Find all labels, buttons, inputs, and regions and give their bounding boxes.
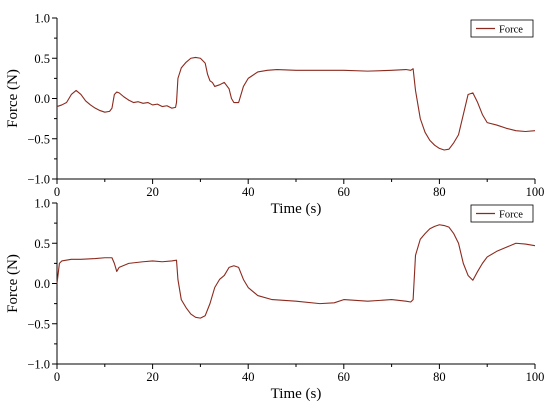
chart1-x-tick-label: 60	[338, 185, 351, 199]
chart1-y-tick-label: 1.0	[34, 12, 50, 26]
chart1-legend: Force	[470, 19, 534, 38]
chart1-legend-box	[470, 19, 534, 38]
chart1-panel: 0 20 40 60 80 100 −1.0 −0.5 0.0 0.5 1.0 Time (s) For…	[5, 12, 544, 218]
chart2-y-axis-title: Force (N)	[5, 254, 21, 313]
chart1-y-axis-title: Force (N)	[5, 69, 21, 128]
chart2-y-tick-label: 1.0	[34, 197, 50, 211]
chart2-x-tick-label: 40	[242, 370, 255, 384]
chart2-y-tick-label: −1.0	[27, 358, 50, 372]
chart2-y-tick-label: 0.0	[34, 277, 50, 291]
chart1-x-tick-label: 80	[433, 185, 446, 199]
chart2-series-line-1	[56, 224, 536, 319]
chart2-legend-box	[470, 204, 534, 223]
chart1-y-tick-label: 0.0	[34, 92, 50, 106]
chart2-y-tick-label: 0.5	[34, 237, 50, 251]
chart2-legend-label: Force	[499, 209, 523, 220]
chart2-x-tick-label: 0	[54, 370, 60, 384]
chart2-x-tick-label: 80	[433, 370, 446, 384]
chart2-x-axis-title: Time (s)	[271, 386, 322, 402]
chart1-x-tick-label: 40	[242, 185, 255, 199]
chart1-x-tick-label: 20	[146, 185, 159, 199]
chart1-x-tick-label: 0	[54, 185, 60, 199]
chart2-x-tick-label: 100	[526, 370, 545, 384]
chart1-x-axis-title: Time (s)	[271, 201, 322, 217]
chart1-legend-label: Force	[499, 24, 523, 35]
chart2-panel: 0 20 40 60 80 100 −1.0 −0.5 0.0 0.5 1.0 Time (s) For…	[5, 197, 544, 403]
chart2-x-tick-label: 20	[146, 370, 159, 384]
chart2-legend: Force	[470, 204, 534, 223]
chart1-y-tick-label: −1.0	[27, 173, 50, 187]
chart2-x-tick-label: 60	[338, 370, 351, 384]
chart2-y-tick-label: −0.5	[27, 317, 50, 331]
chart1-y-tick-label: −0.5	[27, 132, 50, 146]
chart1-series-line-1	[56, 56, 536, 151]
chart1-x-tick-label: 100	[526, 185, 545, 199]
chart1-y-tick-label: 0.5	[34, 52, 50, 66]
